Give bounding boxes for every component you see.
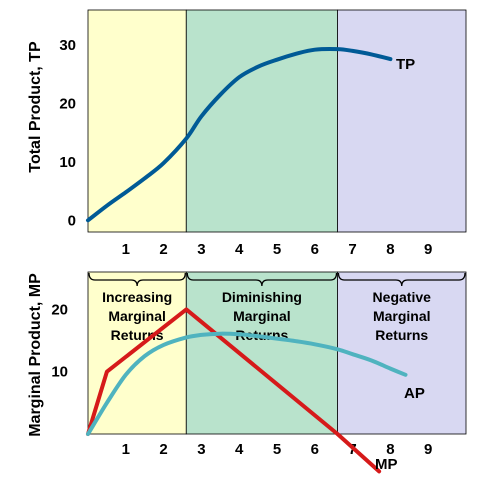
top-chart-panel: 1 2 3 4 5 6 7 8 9 0 10 20 30 TP [59,9,467,258]
bottom-y-tick-10: 10 [51,364,68,381]
top-x-tick-6: 6 [311,241,319,258]
bottom-x-tick-5: 5 [273,441,281,458]
top-series-tp-line [86,46,393,223]
bottom-region-label-2-2: Returns [375,327,428,343]
bottom-brace-0 [88,272,186,287]
top-x-tick-8: 8 [386,241,394,258]
bottom-region-label-0-0: Increasing [102,289,172,305]
top-y-axis-label: Total Product, TP [27,41,44,173]
top-region-0 [87,9,187,233]
bottom-series-mp-label: MP [375,456,398,473]
top-y-tick-0: 0 [68,212,76,229]
bottom-brace-1 [186,272,338,287]
top-x-tick-2: 2 [159,241,167,258]
bottom-series-mp-line [86,307,382,474]
bottom-brace-2 [337,272,466,287]
top-x-tick-5: 5 [273,241,281,258]
top-x-tick-3: 3 [197,241,205,258]
bottom-region-label-1-0: Diminishing [222,289,302,305]
bottom-region-label-0-1: Marginal [108,308,166,324]
top-x-tick-1: 1 [122,241,130,258]
bottom-region-label-1-1: Marginal [233,308,291,324]
bottom-x-tick-8: 8 [386,441,394,458]
bottom-chart-panel: Increasing Marginal Returns Diminishing Marg… [51,271,467,474]
bottom-y-axis-label: Marginal Product, MP [27,273,44,437]
top-y-tick-30: 30 [59,37,76,54]
bottom-x-tick-6: 6 [311,441,319,458]
bottom-y-tick-20: 20 [51,301,68,318]
top-region-1 [185,9,338,233]
bottom-region-1 [185,271,338,435]
top-x-tick-9: 9 [424,241,432,258]
top-region-2 [337,9,467,233]
top-x-tick-4: 4 [235,241,244,258]
top-y-tick-20: 20 [59,95,76,112]
bottom-region-label-2-0: Negative [373,289,432,305]
bottom-x-tick-9: 9 [424,441,432,458]
bottom-x-tick-4: 4 [235,441,244,458]
bottom-region-label-2-1: Marginal [373,308,431,324]
bottom-region-2 [337,271,467,435]
bottom-series-ap-label: AP [404,385,425,402]
bottom-x-tick-2: 2 [159,441,167,458]
bottom-x-tick-1: 1 [122,441,130,458]
bottom-series-ap-line [86,331,408,436]
top-y-tick-10: 10 [59,154,76,171]
bottom-x-tick-3: 3 [197,441,205,458]
top-series-tp-label: TP [396,56,415,73]
top-x-tick-7: 7 [348,241,356,258]
